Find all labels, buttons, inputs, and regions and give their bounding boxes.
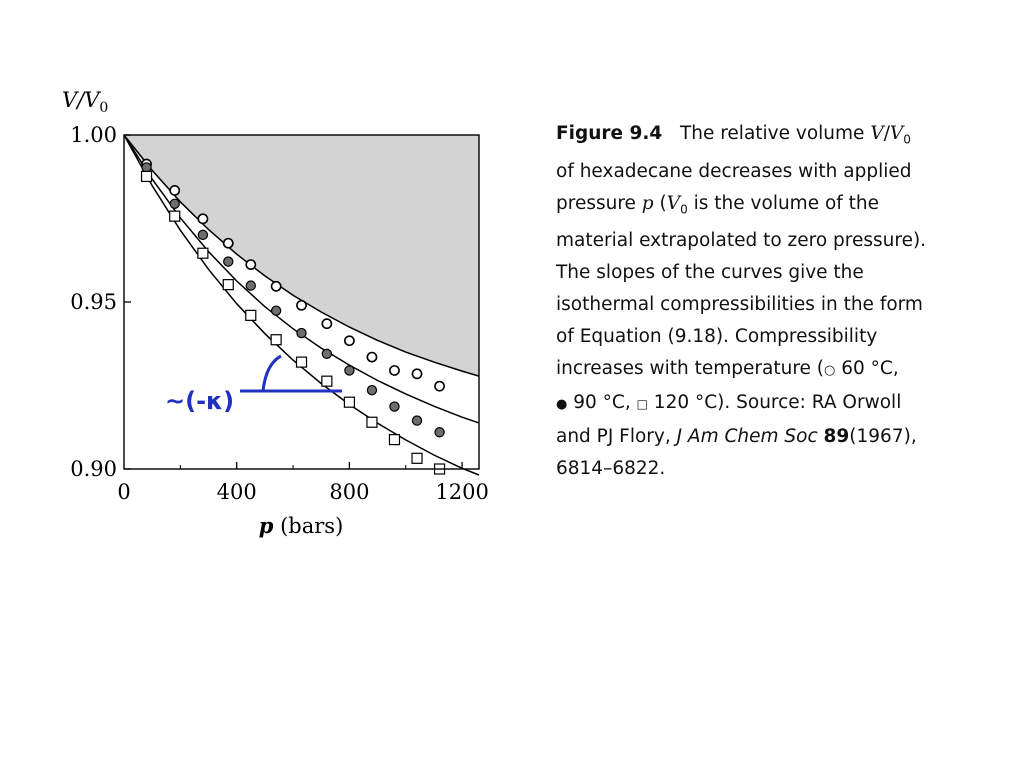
- point-120c: [321, 375, 333, 387]
- annotation-arc: [261, 354, 282, 392]
- point-60c: [169, 185, 181, 196]
- compressibility-chart: 0 400 800 1200 1.00 0.95 0.90 V/V0 p (bars) ~(…: [62, 88, 489, 538]
- point-60c: [434, 380, 445, 392]
- point-60c: [197, 213, 209, 225]
- point-60c: [270, 280, 282, 292]
- fit-curve-3: [123, 134, 480, 476]
- point-60c: [296, 299, 307, 311]
- point-120c: [140, 170, 153, 183]
- point-120c: [270, 334, 282, 346]
- point-90c: [197, 229, 209, 241]
- point-60c: [321, 318, 333, 330]
- caption-line-6: isothermal compressibilities in the form: [556, 294, 923, 316]
- x-tick-label: 0: [117, 480, 130, 504]
- caption-line-3: pressure p (V0 is the volume of the: [556, 192, 880, 217]
- point-60c: [222, 237, 234, 249]
- point-90c: [270, 305, 282, 316]
- point-120c: [366, 416, 378, 428]
- y-axis-label: V/V0: [62, 88, 108, 116]
- point-60c: [411, 368, 423, 380]
- point-120c: [388, 434, 401, 446]
- x-tick-label: 400: [217, 480, 257, 504]
- slope-annotation: ~(-κ): [165, 354, 342, 415]
- caption-line-11: 6814–6822.: [556, 458, 666, 480]
- point-90c: [245, 280, 256, 291]
- point-120c: [411, 452, 423, 464]
- caption-text-1: The relative volume V/V0: [679, 123, 911, 147]
- shaded-area: [124, 135, 479, 377]
- point-60c: [343, 335, 355, 347]
- axis-ticks: [124, 134, 463, 470]
- point-60c: [245, 259, 257, 270]
- point-120c: [197, 247, 209, 259]
- point-90c: [344, 365, 355, 376]
- caption-line-5: The slopes of the curves give the: [556, 262, 864, 284]
- point-90c: [434, 427, 445, 438]
- figure-caption: Figure 9.4 The relative volume V/V0 of h…: [556, 118, 996, 485]
- caption-line-7: of Equation (9.18). Compressibility: [556, 326, 878, 348]
- fit-curves: [123, 134, 480, 476]
- caption-line-9: ● 90 °C, □ 120 °C). Source: RA Orwoll: [556, 392, 902, 414]
- point-120c: [295, 356, 308, 368]
- fit-curve-2: [123, 134, 480, 424]
- y-tick-label: 1.00: [70, 123, 117, 147]
- data-points: [140, 158, 446, 475]
- point-90c: [411, 415, 423, 426]
- point-120c: [245, 309, 257, 321]
- caption-line-4: material extrapolated to zero pressure).: [556, 230, 927, 252]
- tick-labels: 0 400 800 1200 1.00 0.95 0.90: [70, 123, 489, 504]
- caption-body: of hexadecane decreases with applied pres…: [556, 156, 996, 486]
- point-90c: [296, 327, 307, 339]
- point-90c: [321, 348, 333, 359]
- point-90c: [223, 256, 234, 267]
- annotation-label: ~(-κ): [165, 387, 234, 415]
- point-90c: [366, 384, 378, 396]
- caption-line-10: and PJ Flory, J Am Chem Soc 89(1967),: [556, 426, 917, 448]
- point-120c: [222, 279, 234, 291]
- shaded-region: [124, 135, 479, 377]
- caption-line-2: of hexadecane decreases with applied: [556, 160, 912, 182]
- point-120c: [343, 396, 355, 408]
- y-tick-label: 0.90: [70, 457, 117, 481]
- caption-line-8: increases with temperature (○ 60 °C,: [556, 358, 899, 380]
- y-tick-label: 0.95: [70, 290, 117, 314]
- figure-label: Figure 9.4: [556, 123, 663, 144]
- x-tick-label: 800: [329, 480, 369, 504]
- point-60c: [389, 365, 400, 376]
- point-120c: [169, 210, 181, 222]
- fit-curve-1: [123, 134, 480, 377]
- x-tick-label: 1200: [435, 480, 488, 504]
- caption-line-1: Figure 9.4 The relative volume V/V0: [556, 118, 996, 156]
- point-60c: [366, 351, 378, 363]
- point-90c: [389, 401, 400, 412]
- x-axis-label: p (bars): [259, 513, 344, 538]
- point-90c: [169, 198, 180, 210]
- point-90c: [141, 162, 152, 173]
